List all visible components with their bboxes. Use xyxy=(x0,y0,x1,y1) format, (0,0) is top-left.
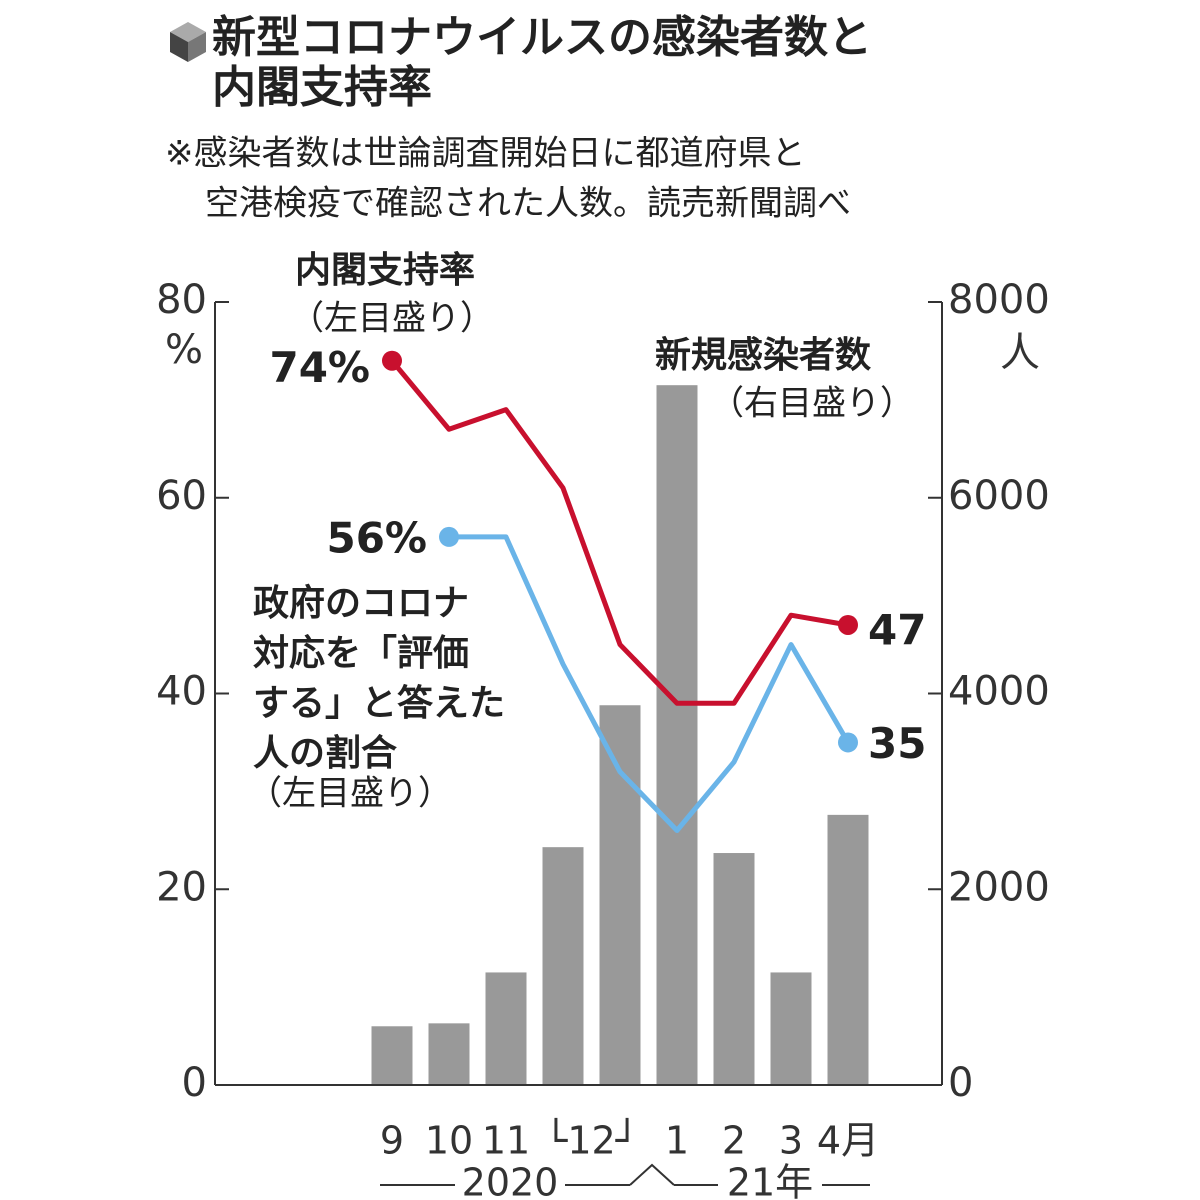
legend-label: 新規感染者数 xyxy=(655,335,871,376)
y2-tick-label: 4000 xyxy=(948,669,1050,715)
title-icon xyxy=(170,22,206,62)
line xyxy=(390,359,849,706)
x-tick-label: 3 xyxy=(779,1119,803,1163)
note: 空港検疫で確認された人数。読売新聞調べ xyxy=(205,184,851,224)
x-tick-label: 10 xyxy=(425,1119,473,1163)
y2-tick-label: 8000 xyxy=(948,277,1050,323)
x-tick-label: 11 xyxy=(482,1119,530,1163)
x-tick-label: 2 xyxy=(722,1119,746,1163)
bar xyxy=(599,705,641,1085)
bar xyxy=(485,972,527,1085)
y-tick-label: 40 xyxy=(156,669,207,715)
value-label: 74% xyxy=(269,343,370,392)
y-tick-label: 0 xyxy=(182,1060,207,1106)
y2-tick-label: 0 xyxy=(948,1060,973,1106)
axis-note: （右目盛り） xyxy=(710,384,914,424)
y2-tick-label: 6000 xyxy=(948,473,1050,519)
x-tick-label: 4月 xyxy=(817,1119,879,1163)
y2-unit: 人 xyxy=(1000,330,1040,376)
year-axis xyxy=(380,1163,870,1186)
bar xyxy=(656,385,698,1086)
line-marker xyxy=(439,526,459,547)
legend-line: 政府のコロナ xyxy=(253,582,469,624)
x-tick-label: └12┘ xyxy=(544,1118,638,1163)
value-label: 56% xyxy=(326,513,427,562)
line-marker xyxy=(838,732,858,753)
line-marker xyxy=(838,614,858,635)
chart-title: 内閣支持率 xyxy=(212,62,432,113)
axis-note: （左目盛り） xyxy=(290,299,494,339)
line xyxy=(449,534,851,834)
note: ※感染者数は世論調査開始日に都道府県と xyxy=(165,134,806,174)
bar xyxy=(428,1023,470,1085)
year-label: 2020 xyxy=(462,1161,559,1200)
bar xyxy=(371,1026,413,1085)
legend-line: する」と答えた xyxy=(253,683,505,724)
bar xyxy=(713,853,755,1085)
bar xyxy=(827,814,869,1085)
y-tick-label: 60 xyxy=(156,473,207,519)
axis-note: （左目盛り） xyxy=(248,774,452,814)
x-tick-label: 1 xyxy=(665,1119,689,1163)
legend-line: 対応を「評価 xyxy=(253,633,469,674)
y-tick-label: 80 xyxy=(156,277,207,323)
legend-label: 政府のコロナ対応を「評価する」と答えた人の割合 xyxy=(253,582,505,774)
x-tick-label: 9 xyxy=(380,1119,404,1163)
line-marker xyxy=(382,350,402,371)
y-tick-label: 20 xyxy=(156,864,207,910)
legend-label: 内閣支持率 xyxy=(295,250,475,291)
bar xyxy=(542,847,584,1085)
y-unit: % xyxy=(165,327,203,373)
bar xyxy=(770,972,812,1085)
y2-tick-label: 2000 xyxy=(948,864,1050,910)
value-label: 47 xyxy=(868,605,926,654)
year-label: 21年 xyxy=(727,1161,813,1200)
chart-title: 新型コロナウイルスの感染者数と xyxy=(212,12,872,63)
value-label: 35 xyxy=(868,719,926,768)
legend-line: 人の割合 xyxy=(253,733,397,774)
